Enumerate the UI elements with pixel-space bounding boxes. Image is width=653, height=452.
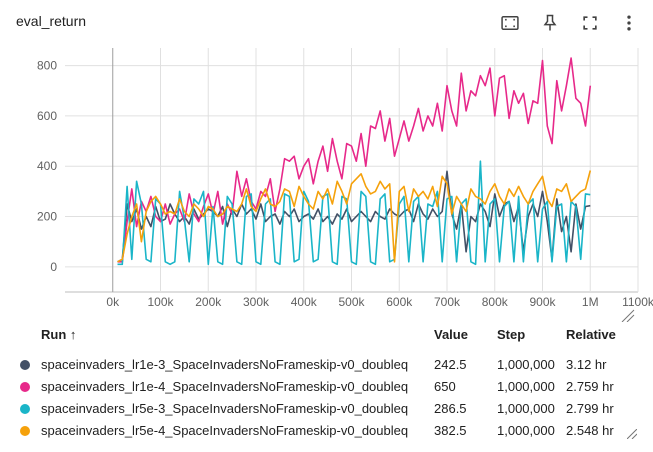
table-row[interactable]: spaceinvaders_lr5e-3_SpaceInvadersNoFram… bbox=[0, 398, 653, 420]
table-row[interactable]: spaceinvaders_lr1e-3_SpaceInvadersNoFram… bbox=[0, 354, 653, 376]
run-value: 650 bbox=[434, 379, 456, 394]
run-value: 382.5 bbox=[434, 423, 467, 438]
y-axis: 0 200 400 600 800 bbox=[37, 59, 57, 274]
run-step: 1,000,000 bbox=[497, 357, 555, 372]
y-tick-label: 600 bbox=[37, 109, 57, 123]
series-line[interactable] bbox=[117, 170, 591, 263]
run-header[interactable]: Run ↑ bbox=[41, 327, 77, 342]
value-header[interactable]: Value bbox=[434, 327, 468, 342]
run-relative: 3.12 hr bbox=[566, 357, 607, 372]
step-header[interactable]: Step bbox=[497, 327, 526, 342]
fullscreen-icon bbox=[583, 16, 597, 30]
y-tick-label: 400 bbox=[37, 159, 57, 173]
series-line[interactable] bbox=[117, 160, 591, 266]
x-tick-label: 200k bbox=[195, 295, 222, 309]
x-tick-label: 600k bbox=[386, 295, 413, 309]
x-tick-label: 1M bbox=[582, 295, 599, 309]
pin-icon bbox=[543, 14, 557, 31]
fit-domain-button[interactable] bbox=[497, 10, 523, 36]
run-color-dot bbox=[20, 382, 30, 392]
y-tick-label: 800 bbox=[37, 59, 57, 73]
run-relative: 2.548 hr bbox=[566, 423, 614, 438]
run-step: 1,000,000 bbox=[497, 379, 555, 394]
run-name: spaceinvaders_lr5e-4_SpaceInvadersNoFram… bbox=[41, 423, 409, 438]
x-tick-label: 800k bbox=[482, 295, 509, 309]
run-relative: 2.799 hr bbox=[566, 401, 614, 416]
run-color-dot bbox=[20, 360, 30, 370]
run-step: 1,000,000 bbox=[497, 423, 555, 438]
pin-button[interactable] bbox=[537, 10, 563, 36]
relative-header[interactable]: Relative bbox=[566, 327, 616, 342]
series-line[interactable] bbox=[117, 57, 592, 263]
x-tick-label: 900k bbox=[529, 295, 556, 309]
table-row[interactable]: spaceinvaders_lr5e-4_SpaceInvadersNoFram… bbox=[0, 420, 653, 442]
chart-series bbox=[117, 57, 592, 266]
x-tick-label: 100k bbox=[147, 295, 174, 309]
y-tick-label: 200 bbox=[37, 210, 57, 224]
table-resize-icon[interactable] bbox=[626, 426, 638, 440]
run-color-dot bbox=[20, 404, 30, 414]
x-tick-label: 0k bbox=[106, 295, 120, 309]
series-line[interactable] bbox=[117, 170, 592, 263]
fit-domain-icon bbox=[501, 16, 519, 30]
x-tick-label: 500k bbox=[338, 295, 365, 309]
y-tick-label: 0 bbox=[50, 260, 57, 274]
x-tick-label: 300k bbox=[243, 295, 270, 309]
run-step: 1,000,000 bbox=[497, 401, 555, 416]
table-row[interactable]: spaceinvaders_lr1e-4_SpaceInvadersNoFram… bbox=[0, 376, 653, 398]
more-options-button[interactable] bbox=[616, 10, 642, 36]
chart-title: eval_return bbox=[16, 13, 87, 29]
run-relative: 2.759 hr bbox=[566, 379, 614, 394]
run-value: 286.5 bbox=[434, 401, 467, 416]
x-tick-label: 1100k bbox=[622, 295, 653, 309]
run-color-dot bbox=[20, 426, 30, 436]
run-value: 242.5 bbox=[434, 357, 467, 372]
table-header-row: Run ↑ Value Step Relative bbox=[0, 324, 653, 346]
x-axis: 0k 100k 200k 300k 400k 500k 600k 700k 800k 900k 1M… bbox=[106, 295, 653, 309]
x-tick-label: 400k bbox=[291, 295, 318, 309]
run-name: spaceinvaders_lr1e-3_SpaceInvadersNoFram… bbox=[41, 357, 409, 372]
resize-handle-icon[interactable] bbox=[621, 309, 635, 322]
run-name: spaceinvaders_lr1e-4_SpaceInvadersNoFram… bbox=[41, 379, 409, 394]
more-vert-icon bbox=[627, 15, 631, 31]
line-chart[interactable]: 0 200 400 600 800 0k 100k 200k 300k 400k 500k 600k… bbox=[0, 0, 653, 322]
x-tick-label: 700k bbox=[434, 295, 461, 309]
fullscreen-button[interactable] bbox=[577, 10, 603, 36]
run-name: spaceinvaders_lr5e-3_SpaceInvadersNoFram… bbox=[41, 401, 409, 416]
